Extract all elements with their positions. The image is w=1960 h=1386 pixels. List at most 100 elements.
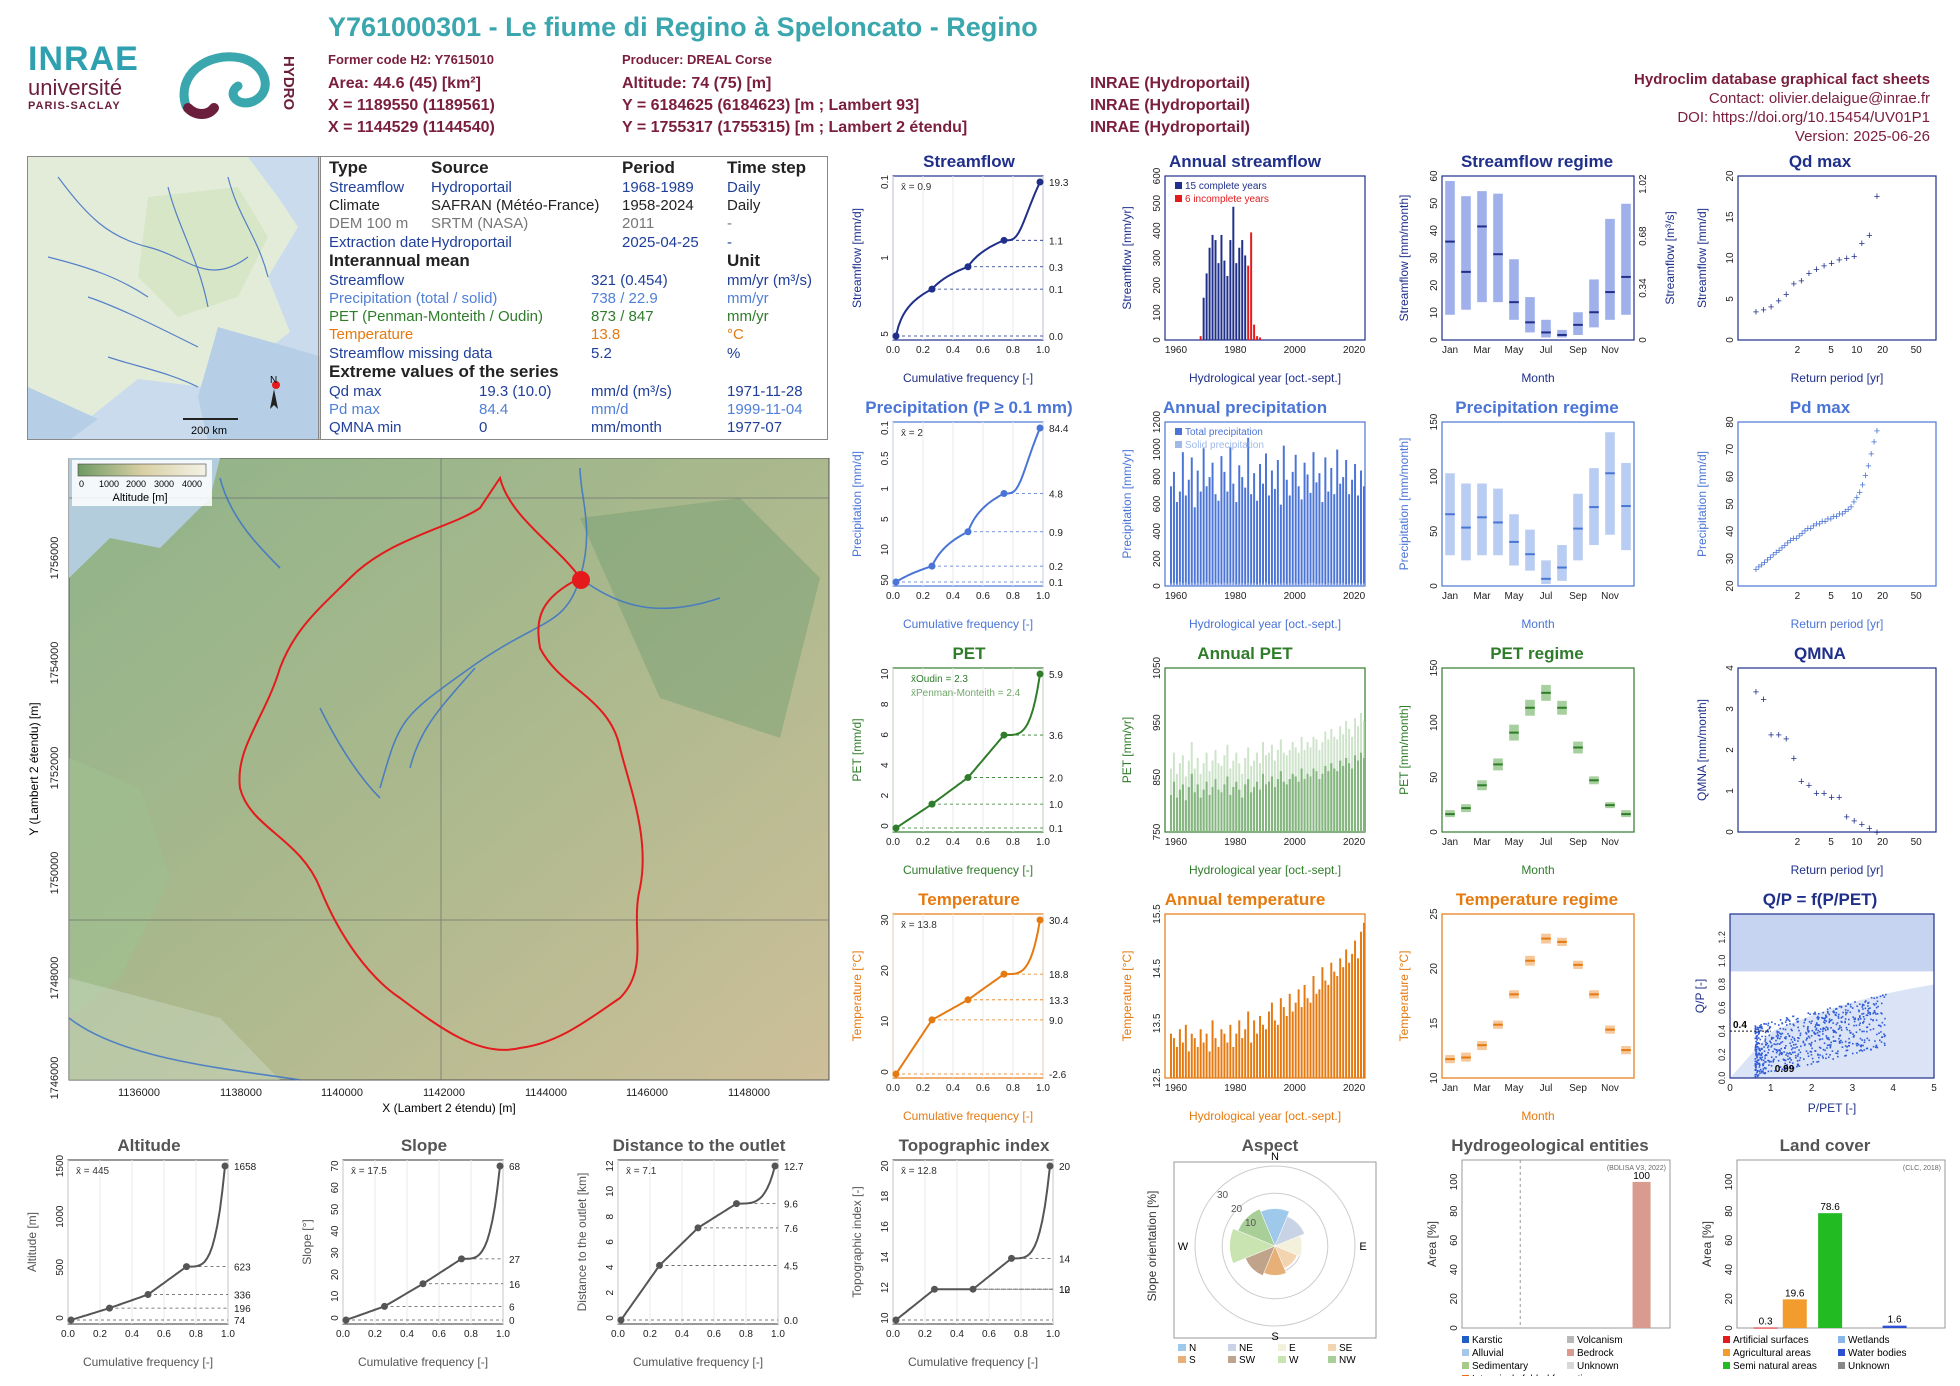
topo_index-xtick: 0.0: [886, 1329, 900, 1340]
qmna-xtick: 50: [1911, 837, 1923, 848]
mean-precip: Precipitation (total / solid) 738 / 22.9 m…: [329, 289, 769, 307]
streamflow_regime-box: [1525, 297, 1535, 333]
budyko-ytick: 0.4: [1717, 1025, 1727, 1038]
budyko-point: [1825, 1057, 1827, 1060]
annual_temp-bar: [1181, 1042, 1184, 1078]
budyko-point: [1812, 1012, 1815, 1015]
budyko-point: [1863, 1030, 1865, 1033]
altitude_hyps-xtick: 0.2: [93, 1329, 107, 1340]
land_cover-title: Land cover: [1780, 1136, 1871, 1155]
budyko-point: [1776, 1031, 1779, 1034]
streamflow_regime-box: [1573, 312, 1583, 335]
pd_max-point: +: [1764, 554, 1770, 566]
budyko-point: [1755, 1036, 1758, 1038]
pd_max-point: +: [1871, 436, 1877, 448]
budyko-point: [1775, 1051, 1778, 1054]
topo_index-right-tick: 10: [1059, 1285, 1071, 1296]
qd_max-xtick: 2: [1795, 345, 1801, 356]
annual_precip-bar-2: [1190, 582, 1193, 586]
budyko-point: [1803, 1044, 1806, 1047]
budyko-point: [1763, 1046, 1765, 1048]
annual_precip-bar-2: [1265, 582, 1267, 586]
budyko-point: [1841, 1021, 1843, 1024]
pet_regime-ytick: 0: [1429, 829, 1440, 835]
annual_precip-bar: [1312, 452, 1315, 586]
annual_pet-bar-2: [1223, 755, 1226, 832]
budyko-point: [1799, 1057, 1802, 1059]
slope_dist-ytick: 70: [330, 1160, 341, 1172]
annual_precip-bar: [1285, 479, 1288, 586]
qd_max-xlabel: Return period [yr]: [1791, 371, 1884, 385]
annual_pet-bar-2: [1208, 771, 1211, 832]
budyko-point: [1798, 1049, 1800, 1051]
budyko-point: [1755, 1043, 1758, 1046]
qd_max-point: +: [1828, 258, 1834, 270]
streamflow_fdc-quantile-point: [964, 263, 972, 271]
budyko-point: [1757, 1063, 1760, 1065]
budyko-point: [1793, 1051, 1796, 1054]
annual_precip-bar-2: [1306, 583, 1309, 586]
topo_index-ytick: 14: [880, 1251, 891, 1263]
pet_fdc-quantile-point: [892, 824, 900, 832]
land-cover-bar: [1882, 1325, 1907, 1328]
land_cover-ylabel: Area [%]: [1700, 1221, 1714, 1267]
slope_dist-right-tick: 6: [509, 1302, 515, 1313]
qd_max-point: +: [1844, 253, 1850, 265]
hydrogeology-title: Hydrogeological entities: [1451, 1136, 1648, 1155]
budyko-point: [1762, 1063, 1764, 1066]
budyko-point: [1754, 1026, 1757, 1029]
streamflow_fdc-right-tick: 19.3: [1049, 178, 1069, 189]
pet_fdc-xtick: 0.4: [946, 837, 960, 848]
budyko-point: [1765, 1044, 1767, 1046]
budyko-point: [1767, 1046, 1769, 1049]
annual_streamflow-title: Annual streamflow: [1169, 152, 1322, 171]
qmna-ytick: 3: [1725, 706, 1736, 712]
annual_precip-bar-2: [1324, 583, 1327, 586]
streamflow_fdc-right-tick: 0.3: [1049, 263, 1063, 274]
budyko-point: [1778, 1049, 1780, 1052]
extreme-qd: Qd max 19.3 (10.0) mm/d (m³/s) 1971-11-28: [329, 382, 803, 400]
annual_precip-bar-2: [1205, 582, 1208, 586]
budyko-point: [1754, 1037, 1757, 1040]
budyko-point: [1759, 1026, 1761, 1029]
streamflow_fdc-xtick: 0.2: [916, 345, 930, 356]
budyko-point: [1872, 1003, 1875, 1005]
annual_precip-bar: [1315, 482, 1318, 586]
aspect-compass-label: N: [1271, 1151, 1279, 1163]
budyko-point: [1785, 1066, 1787, 1069]
budyko-xtick: 1: [1768, 1083, 1774, 1094]
precip_fdc-chart: Precipitation (P ≥ 0.1 mm)84.44.80.90.20…: [850, 398, 1073, 631]
budyko-point: [1840, 1006, 1843, 1009]
annual_precip-ytick: 200: [1152, 550, 1163, 567]
annual_streamflow-bar: [1223, 260, 1226, 340]
budyko-point: [1808, 1020, 1811, 1023]
budyko-point: [1848, 1023, 1850, 1026]
pd_max-point: +: [1859, 480, 1865, 492]
qmna-point: +: [1760, 694, 1766, 706]
land-cover-legend-swatch: [1723, 1362, 1730, 1369]
annual_streamflow-bar: [1220, 234, 1223, 340]
doi-link[interactable]: DOI: https://doi.org/10.15454/UV01P1: [1677, 109, 1930, 126]
pd_max-point: +: [1793, 533, 1799, 545]
temp_fdc-quantile-point: [964, 996, 972, 1004]
slope_dist-quantile-point: [342, 1316, 350, 1324]
altitude_hyps-quantile-point: [183, 1263, 190, 1271]
budyko-point: [1852, 1035, 1855, 1038]
col-source: Source: [431, 158, 489, 177]
altitude_hyps-right-tick: 623: [234, 1263, 251, 1274]
contact[interactable]: Contact: olivier.delaigue@inrae.fr: [1708, 90, 1930, 107]
budyko-point: [1805, 1031, 1807, 1034]
budyko-point: [1810, 1043, 1812, 1046]
row-climate: Climate SAFRAN (Météo-France) 1958-2024 Dai…: [329, 197, 761, 215]
budyko-point: [1795, 1056, 1797, 1059]
budyko-point: [1806, 1028, 1809, 1030]
precip_regime-xlabel: Month: [1521, 617, 1554, 631]
budyko-point: [1799, 1034, 1802, 1037]
pet_fdc-quantile-point: [1000, 731, 1008, 739]
annual_precip-bar-2: [1199, 583, 1202, 586]
map-xlabel: X (Lambert 2 étendu) [m]: [382, 1101, 515, 1115]
slope_dist-ytick: 40: [330, 1225, 341, 1237]
streamflow_regime-box: [1477, 191, 1487, 303]
annual_temp-bar: [1223, 1033, 1226, 1078]
